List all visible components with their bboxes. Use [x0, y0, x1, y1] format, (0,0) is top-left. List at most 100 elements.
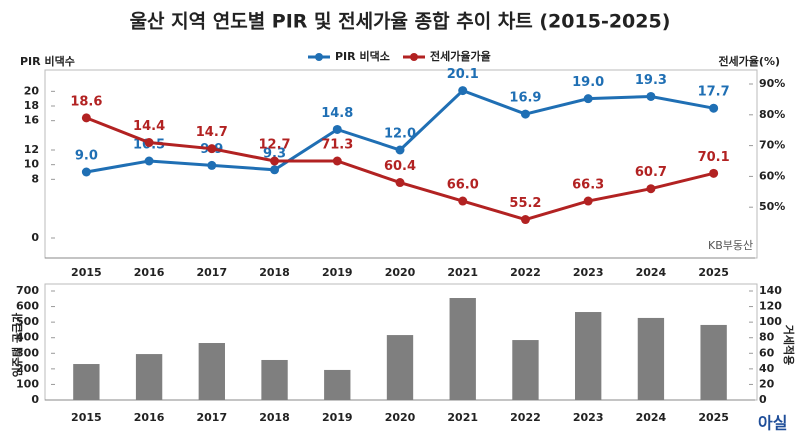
- y-tick-label: 400: [16, 331, 39, 344]
- y-tick-label: 16: [24, 114, 40, 127]
- y-tick-label: 600: [16, 300, 39, 313]
- bar: [512, 340, 539, 400]
- x-tick-label: 2015: [71, 411, 102, 424]
- bar: [637, 317, 665, 400]
- marker: [395, 178, 405, 188]
- data-label: 9.3: [263, 146, 286, 161]
- y2-tick-label: 90%: [759, 77, 785, 90]
- marker: [709, 103, 719, 113]
- x-tick-label: 2019: [322, 266, 353, 279]
- x-tick-label: 2021: [447, 266, 478, 279]
- x-tick-label: 2016: [134, 266, 165, 279]
- bar: [198, 343, 225, 400]
- data-label: 12.7: [259, 138, 291, 153]
- legend-marker: [315, 53, 323, 61]
- x-tick-label: 2023: [573, 266, 604, 279]
- bar: [386, 335, 414, 400]
- legend-marker: [410, 53, 418, 61]
- marker: [458, 86, 468, 96]
- x-tick-label: 2022: [510, 266, 541, 279]
- y2-tick-label: 70%: [759, 139, 785, 152]
- y2-tick-label: 60: [759, 346, 775, 359]
- y-tick-label: 500: [16, 315, 39, 328]
- x-tick-label: 2024: [636, 266, 667, 279]
- x-tick-label: 2019: [322, 411, 353, 424]
- y-tick-label: 8: [31, 172, 39, 185]
- y2-axis-title: 전세가율(%): [718, 54, 780, 68]
- watermark: KB부동산: [708, 239, 753, 252]
- data-label: 14.8: [321, 106, 353, 121]
- marker: [583, 94, 593, 104]
- y-tick-label: 0: [31, 393, 39, 406]
- y2-tick-label: 100: [759, 315, 782, 328]
- y-tick-label: 300: [16, 346, 39, 359]
- y2-tick-label: 60%: [759, 169, 785, 182]
- y-tick-label: 200: [16, 362, 39, 375]
- x-tick-label: 2017: [197, 266, 228, 279]
- data-label: 18.6: [70, 94, 102, 109]
- x-tick-label: 2021: [447, 411, 478, 424]
- x-tick-label: 2022: [510, 411, 541, 424]
- marker: [520, 109, 530, 119]
- bar: [261, 359, 288, 400]
- y2-tick-label: 80%: [759, 108, 785, 121]
- x-tick-label: 2024: [636, 411, 667, 424]
- watermark: 아실: [758, 414, 787, 433]
- bar: [135, 354, 163, 400]
- x-tick-label: 2018: [259, 266, 290, 279]
- data-label: 71.3: [321, 138, 353, 153]
- bar: [449, 298, 476, 400]
- data-label: 14.4: [133, 119, 165, 134]
- y2-tick-label: 20: [759, 377, 775, 390]
- chart-title: 울산 지역 연도별 PIR 및 전세가율 종합 추이 차트 (2015-2025…: [130, 11, 671, 33]
- x-tick-label: 2020: [385, 266, 416, 279]
- marker: [144, 156, 154, 166]
- x-tick-label: 2020: [385, 411, 416, 424]
- data-label: 55.2: [509, 196, 541, 211]
- y-tick-label: 20: [24, 84, 40, 97]
- x-tick-label: 2016: [134, 411, 165, 424]
- data-label: 19.3: [635, 73, 667, 88]
- marker: [458, 196, 468, 206]
- x-tick-label: 2018: [259, 411, 290, 424]
- marker: [270, 156, 280, 166]
- data-label: 20.1: [447, 67, 479, 82]
- data-label: 12.0: [384, 127, 416, 142]
- marker: [395, 145, 405, 155]
- x-tick-label: 2025: [698, 411, 729, 424]
- y-tick-label: 18: [24, 99, 39, 112]
- y-tick-label: 12: [24, 143, 39, 156]
- legend-label: PIR 비댁소: [335, 49, 390, 63]
- x-tick-label: 2023: [573, 411, 604, 424]
- data-label: 66.0: [447, 178, 479, 193]
- x-tick-label: 2025: [698, 266, 729, 279]
- y-tick-label: 700: [16, 284, 39, 297]
- y2-axis-title: 거세적용: [782, 325, 796, 365]
- y2-tick-label: 120: [759, 300, 782, 313]
- bar: [324, 369, 351, 400]
- data-label: 66.3: [572, 178, 604, 193]
- y2-tick-label: 0: [759, 393, 767, 406]
- marker: [332, 124, 342, 134]
- marker: [332, 156, 342, 166]
- data-label: 60.4: [384, 159, 416, 174]
- data-label: 17.7: [698, 85, 730, 100]
- data-label: 70.1: [698, 150, 730, 165]
- data-label: 14.7: [196, 125, 228, 140]
- marker: [646, 91, 656, 101]
- bar: [73, 364, 100, 400]
- marker: [646, 184, 656, 194]
- marker: [81, 167, 91, 177]
- data-label: 16.9: [509, 91, 541, 106]
- data-label: 60.7: [635, 165, 667, 180]
- x-tick-label: 2017: [197, 411, 228, 424]
- data-label: 19.0: [572, 75, 604, 90]
- marker: [709, 168, 719, 178]
- marker: [583, 196, 593, 206]
- data-label: 9.0: [75, 149, 98, 164]
- y2-tick-label: 80: [759, 331, 775, 344]
- marker: [520, 215, 530, 225]
- y-axis-title: PIR 비댁수: [20, 54, 75, 68]
- x-tick-label: 2015: [71, 266, 102, 279]
- marker: [207, 160, 217, 170]
